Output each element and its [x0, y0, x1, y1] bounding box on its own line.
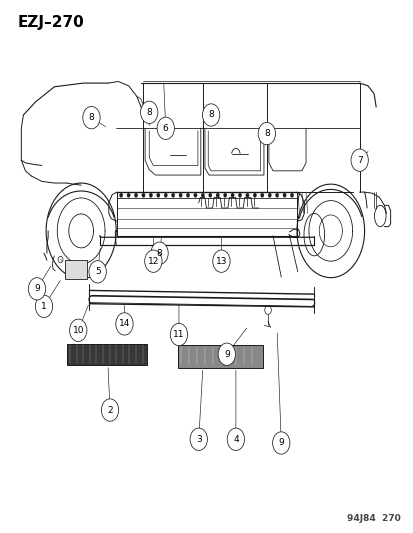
- Circle shape: [227, 428, 244, 450]
- Circle shape: [35, 295, 52, 318]
- Circle shape: [28, 278, 45, 300]
- Text: 8: 8: [208, 110, 214, 119]
- Circle shape: [134, 193, 138, 197]
- Circle shape: [83, 107, 100, 129]
- Text: 13: 13: [215, 257, 227, 265]
- Circle shape: [156, 193, 159, 197]
- Polygon shape: [178, 345, 262, 368]
- Text: 94J84  270: 94J84 270: [347, 514, 400, 523]
- Text: 8: 8: [146, 108, 152, 117]
- Circle shape: [145, 250, 161, 272]
- Circle shape: [350, 149, 368, 171]
- Circle shape: [150, 242, 168, 264]
- Text: 6: 6: [162, 124, 168, 133]
- Circle shape: [171, 193, 174, 197]
- Circle shape: [260, 193, 263, 197]
- Text: 4: 4: [233, 435, 238, 444]
- Circle shape: [290, 193, 293, 197]
- Circle shape: [272, 432, 289, 454]
- Circle shape: [216, 193, 219, 197]
- Text: 8: 8: [156, 249, 162, 258]
- Text: 8: 8: [263, 129, 269, 138]
- Circle shape: [230, 193, 234, 197]
- Circle shape: [208, 193, 211, 197]
- Text: 11: 11: [173, 330, 184, 339]
- Circle shape: [282, 193, 285, 197]
- Circle shape: [127, 193, 130, 197]
- Circle shape: [164, 193, 167, 197]
- Circle shape: [170, 324, 187, 346]
- Text: 9: 9: [223, 350, 229, 359]
- Circle shape: [116, 313, 133, 335]
- Circle shape: [142, 193, 145, 197]
- Circle shape: [245, 193, 249, 197]
- Text: 2: 2: [107, 406, 113, 415]
- Polygon shape: [66, 344, 147, 365]
- Circle shape: [89, 261, 106, 283]
- Circle shape: [258, 123, 275, 145]
- Text: 7: 7: [356, 156, 362, 165]
- Text: 9: 9: [34, 284, 40, 293]
- Circle shape: [193, 193, 197, 197]
- Circle shape: [157, 117, 174, 140]
- Circle shape: [119, 193, 123, 197]
- Text: EZJ–270: EZJ–270: [17, 14, 84, 29]
- Circle shape: [238, 193, 241, 197]
- Circle shape: [190, 428, 207, 450]
- Text: 9: 9: [278, 439, 283, 448]
- Circle shape: [149, 193, 152, 197]
- Circle shape: [275, 193, 278, 197]
- Circle shape: [178, 193, 182, 197]
- Text: 5: 5: [95, 268, 100, 276]
- Text: 8: 8: [88, 113, 94, 122]
- Circle shape: [101, 399, 119, 421]
- Text: 14: 14: [119, 319, 130, 328]
- Text: 1: 1: [41, 302, 47, 311]
- Circle shape: [223, 193, 226, 197]
- Circle shape: [140, 101, 157, 124]
- Text: 10: 10: [72, 326, 84, 335]
- Circle shape: [268, 193, 271, 197]
- Circle shape: [69, 319, 87, 342]
- Circle shape: [253, 193, 256, 197]
- Text: 3: 3: [195, 435, 201, 444]
- FancyBboxPatch shape: [65, 260, 86, 279]
- Circle shape: [218, 343, 235, 366]
- Circle shape: [202, 104, 219, 126]
- Circle shape: [212, 250, 230, 272]
- Text: 12: 12: [147, 257, 159, 265]
- Circle shape: [186, 193, 189, 197]
- Circle shape: [201, 193, 204, 197]
